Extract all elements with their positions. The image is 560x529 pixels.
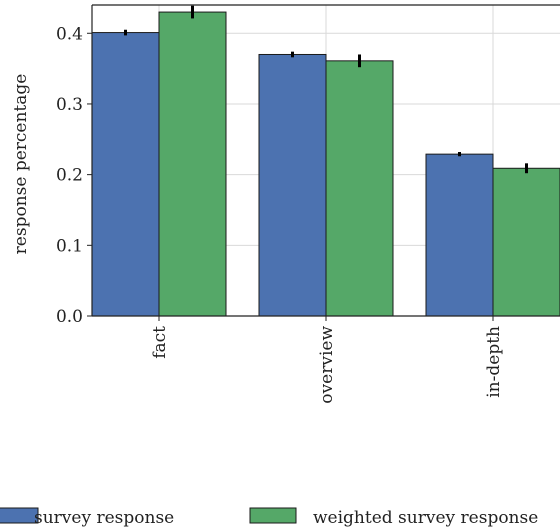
bar-overview-series-2 (325, 60, 394, 317)
legend: survey response weighted survey response (0, 507, 538, 528)
x-tick-label-overview: overview (317, 326, 337, 404)
bar-fact-series-1 (91, 32, 160, 317)
y-tick-label: 0.1 (56, 236, 83, 256)
legend-label-series-1: survey response (34, 508, 174, 528)
y-tick-label: 0.3 (56, 95, 83, 115)
legend-label-series-2: weighted survey response (313, 508, 538, 528)
bar-in-depth-series-1 (425, 153, 494, 317)
axes (87, 4, 560, 321)
error-bars (124, 5, 528, 174)
legend-swatch-series-2 (249, 507, 297, 524)
bar-overview-series-1 (258, 53, 327, 317)
legend-swatch-series-1 (0, 507, 39, 524)
x-tick-label-fact: fact (150, 326, 170, 359)
x-tick-label-in-depth: in-depth (484, 326, 504, 398)
x-tick-labels: fact overview in-depth (150, 326, 504, 404)
y-axis-label: response percentage (11, 74, 31, 255)
y-tick-label: 0.2 (56, 166, 83, 186)
bar-in-depth-series-2 (492, 167, 560, 317)
bars (91, 11, 560, 317)
y-tick-labels: 0.0 0.1 0.2 0.3 0.4 (56, 24, 83, 327)
bar-fact-series-2 (158, 11, 227, 317)
y-tick-label: 0.4 (56, 24, 83, 44)
y-tick-label: 0.0 (56, 307, 83, 327)
